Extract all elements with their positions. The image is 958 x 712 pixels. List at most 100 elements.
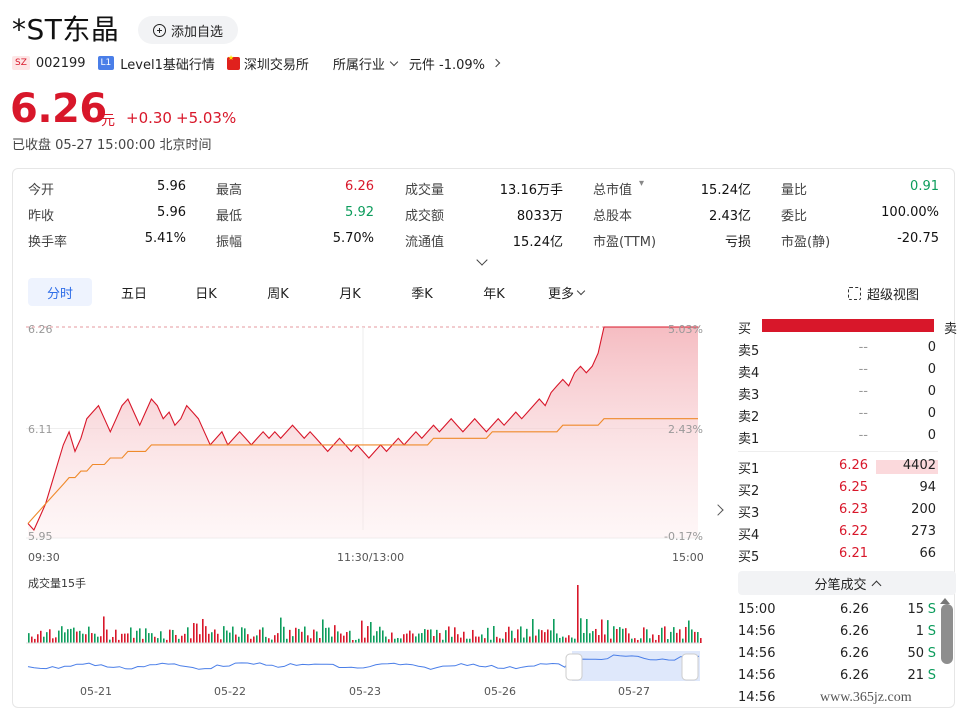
chart-tab-label: 更多 <box>547 286 574 302</box>
volume-bar <box>259 629 261 643</box>
scroll-up-arrow-icon[interactable] <box>940 598 950 604</box>
volume-bar <box>424 629 426 643</box>
volume-bar <box>601 619 603 643</box>
order-price: 6.21 <box>839 546 868 561</box>
volume-bar <box>526 628 528 643</box>
price-change: +0.30 <box>126 109 172 127</box>
industry-dropdown[interactable]: 所属行业 <box>333 54 399 73</box>
volume-bar <box>661 627 663 643</box>
dropdown-triangle-icon[interactable]: ▾ <box>639 178 645 189</box>
volume-bar <box>133 637 135 643</box>
date-label: 05-27 <box>618 685 650 698</box>
chart-tab[interactable]: 更多 <box>530 278 602 306</box>
volume-bar <box>307 635 309 643</box>
volume-bar <box>298 628 300 643</box>
stat-label: 流通值 <box>405 235 445 250</box>
chart-tab[interactable]: 五日 <box>98 278 170 306</box>
volume-bar <box>388 639 390 643</box>
volume-bar <box>244 628 246 643</box>
trade-time: 14:56 <box>738 624 776 639</box>
avg-price-line <box>27 418 698 524</box>
volume-bar <box>289 629 291 643</box>
volume-bar <box>643 627 645 643</box>
volume-bar <box>454 627 456 643</box>
order-label: 卖3 <box>738 388 760 403</box>
stat-value: -20.75 <box>897 231 939 246</box>
stat-value: 15.24亿 <box>700 183 751 198</box>
volume-bar <box>637 639 639 643</box>
trade-time: 14:56 <box>738 690 776 705</box>
order-label: 卖4 <box>738 366 760 381</box>
volume-bar <box>613 626 615 643</box>
super-view-button[interactable]: 超级视图 <box>848 284 919 303</box>
price-unit: 元 <box>101 113 115 129</box>
price-line <box>27 326 698 531</box>
volume-bar <box>190 638 192 643</box>
volume-bar <box>220 639 222 643</box>
volume-bar <box>574 638 576 643</box>
stat-label: 总股本 <box>593 209 633 224</box>
stat-label: 总市值 <box>593 183 633 198</box>
chart-tab[interactable]: 分时 <box>28 278 92 306</box>
volume-bar <box>631 638 633 643</box>
volume-bar <box>28 633 30 643</box>
chart-tab[interactable]: 日K <box>170 278 242 306</box>
stat-value: 5.41% <box>144 231 186 246</box>
volume-bar <box>457 634 459 643</box>
volume-bar <box>124 633 126 643</box>
chart-tab[interactable]: 年K <box>458 278 530 306</box>
date-label: 05-21 <box>80 685 112 698</box>
order-price: -- <box>858 340 868 355</box>
volume-bar <box>502 638 504 643</box>
volume-bar <box>334 625 336 643</box>
volume-bar <box>181 635 183 643</box>
volume-bar <box>463 631 465 643</box>
chevron-right-icon <box>491 58 501 68</box>
sector-link[interactable]: 元件 -1.09% <box>409 54 501 73</box>
volume-bar <box>151 633 153 643</box>
volume-bar <box>316 631 318 643</box>
stat-item: 最低 5.92 <box>216 205 374 224</box>
stat-item: 昨收 5.96 <box>28 205 186 224</box>
volume-bar <box>685 626 687 643</box>
china-flag-icon <box>226 54 240 70</box>
volume-bar <box>583 632 585 643</box>
volume-bar <box>469 638 471 643</box>
chart-tab[interactable]: 月K <box>314 278 386 306</box>
volume-bar <box>208 633 210 643</box>
trade-vol: 15 <box>907 602 924 617</box>
volume-bar <box>622 628 624 643</box>
volume-bar <box>286 638 288 643</box>
volume-bar <box>535 635 537 643</box>
trade-row: 14:56 6.26 21 S <box>738 668 938 688</box>
order-price: -- <box>858 428 868 443</box>
volume-bar <box>598 635 600 643</box>
volume-bar <box>262 627 264 643</box>
volume-bar <box>256 635 258 643</box>
volume-bar <box>322 619 324 643</box>
trade-side: S <box>927 602 936 617</box>
intraday-chart[interactable] <box>26 318 706 708</box>
trade-list-scrollbar[interactable] <box>941 604 953 664</box>
volume-bar <box>481 634 483 643</box>
volume-bar <box>343 635 345 643</box>
fullscreen-icon <box>848 287 861 300</box>
volume-bar <box>445 630 447 643</box>
stat-value: 6.26 <box>345 179 374 194</box>
trade-price: 6.26 <box>840 624 869 639</box>
bid-row: 买1 6.26 4402 <box>738 458 938 478</box>
volume-bar <box>646 629 648 643</box>
volume-bar <box>325 627 327 643</box>
volume-bar <box>73 627 75 643</box>
stat-label: 市盈(静) <box>781 235 831 250</box>
volume-bar <box>136 630 138 643</box>
stat-item: 今开 5.96 <box>28 179 186 198</box>
volume-bar <box>157 638 159 643</box>
volume-bar <box>640 638 642 643</box>
order-price: 6.25 <box>839 480 868 495</box>
add-favorite-button[interactable]: 添加自选 <box>138 16 238 44</box>
chart-tab[interactable]: 周K <box>242 278 314 306</box>
market-tag: SZ <box>12 56 30 70</box>
chart-tab[interactable]: 季K <box>386 278 458 306</box>
trades-header-toggle[interactable]: 分笔成交 <box>738 571 956 595</box>
